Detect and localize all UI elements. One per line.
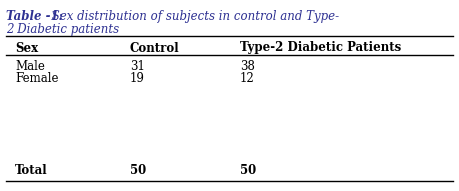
Text: 19: 19: [130, 73, 145, 86]
Text: Total: Total: [15, 164, 48, 177]
Text: Table -1:: Table -1:: [6, 10, 63, 23]
Text: Control: Control: [130, 41, 179, 54]
Text: 38: 38: [240, 61, 255, 74]
Text: 2 Diabetic patients: 2 Diabetic patients: [6, 23, 119, 36]
Text: Type-2 Diabetic Patients: Type-2 Diabetic Patients: [240, 41, 401, 54]
Text: 12: 12: [240, 73, 255, 86]
Text: Sex distribution of subjects in control and Type-: Sex distribution of subjects in control …: [48, 10, 339, 23]
Text: 50: 50: [130, 164, 146, 177]
Text: Sex: Sex: [15, 41, 38, 54]
Text: 31: 31: [130, 61, 145, 74]
Text: 50: 50: [240, 164, 256, 177]
Text: Male: Male: [15, 61, 45, 74]
Text: Female: Female: [15, 73, 58, 86]
